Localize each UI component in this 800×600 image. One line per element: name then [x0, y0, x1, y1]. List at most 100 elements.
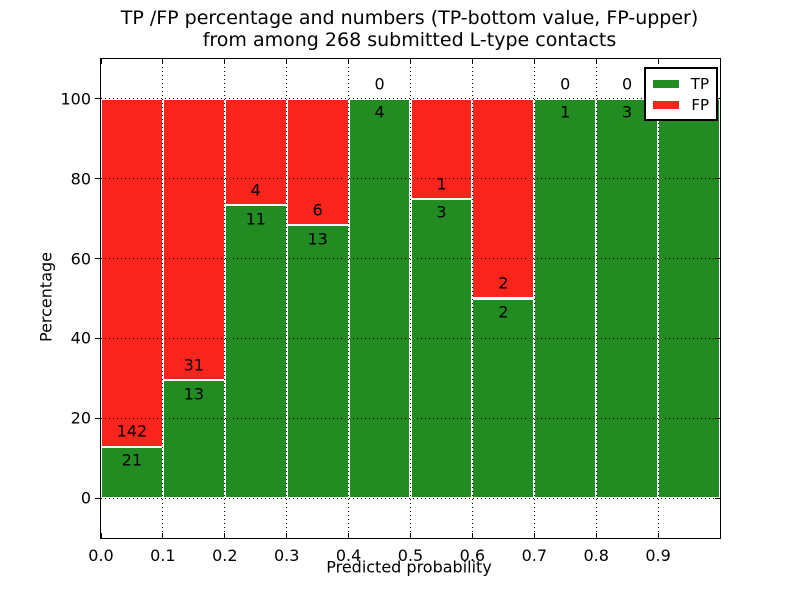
grid-layer — [101, 59, 720, 538]
chart-title: TP /FP percentage and numbers (TP-bottom… — [100, 7, 719, 51]
bar-segment-fp — [286, 98, 349, 225]
fp-count-label: 1 — [436, 174, 447, 194]
gridline-vertical — [533, 59, 535, 538]
y-tick-left — [95, 98, 101, 100]
x-tick-top — [657, 59, 659, 64]
gridline-vertical — [162, 59, 164, 538]
tp-count-label: 2 — [498, 302, 509, 322]
y-tick-label: 40 — [70, 328, 91, 348]
legend: TP FP — [644, 67, 718, 121]
tp-count-label: 21 — [121, 450, 143, 470]
chart-title-line-2: from among 268 submitted L-type contacts — [202, 29, 617, 51]
tp-count-label: 4 — [374, 102, 385, 122]
y-tick-left — [95, 337, 101, 339]
y-axis-label: Percentage — [36, 251, 56, 343]
gridline-vertical — [224, 59, 226, 538]
bar-segment-tp — [472, 298, 535, 499]
fp-color-swatch — [653, 100, 679, 109]
x-tick-bottom — [595, 533, 597, 538]
x-tick-top — [595, 59, 597, 64]
bar-segment-tp — [410, 198, 473, 499]
chart-title-line-1: TP /FP percentage and numbers (TP-bottom… — [120, 7, 699, 29]
x-tick-top — [100, 59, 102, 64]
gridline-vertical — [286, 59, 288, 538]
x-tick-label: 0.9 — [645, 546, 671, 565]
fp-count-label: 31 — [183, 355, 205, 375]
x-axis-label: Predicted probability — [326, 557, 492, 577]
y-tick-right — [715, 178, 720, 180]
bar-segment-tp — [286, 224, 349, 499]
tp-color-swatch — [653, 79, 679, 88]
bars-layer — [101, 59, 720, 538]
x-tick-label: 0.0 — [88, 546, 114, 565]
y-tick-label: 20 — [70, 408, 91, 428]
fp-count-label: 142 — [116, 421, 148, 441]
y-tick-right — [715, 337, 720, 339]
tp-count-label: 13 — [307, 229, 328, 249]
x-tick-bottom — [100, 533, 102, 538]
x-tick-bottom — [410, 533, 411, 538]
x-tick-top — [410, 59, 411, 64]
y-tick-right — [715, 497, 720, 499]
x-tick-top — [224, 59, 226, 64]
bar-segment-fp — [101, 98, 163, 447]
gridline-vertical — [348, 59, 350, 538]
x-tick-bottom — [471, 533, 473, 538]
fp-count-label: 4 — [250, 180, 261, 200]
x-tick-label: 0.6 — [459, 546, 486, 565]
y-tick-label: 100 — [60, 89, 91, 109]
fp-count-label: 6 — [312, 200, 323, 220]
bar-segment-tp — [534, 98, 597, 499]
bar-segment-fp — [410, 98, 473, 199]
plot-area: 0 20 40 60 80 100 0.0 0.1 0.2 0.3 0.4 0.5 0.6 0.7 0.8 0… — [60, 58, 721, 565]
x-tick-bottom — [162, 533, 164, 538]
x-tick-bottom — [224, 533, 226, 538]
x-tick-label: 0.7 — [521, 546, 548, 565]
tp-count-label: 1 — [560, 102, 571, 122]
legend-label-tp: TP — [690, 74, 709, 93]
gridline-vertical — [595, 59, 597, 538]
y-tick-label: 0 — [80, 488, 91, 508]
fp-count-label: 2 — [498, 273, 509, 293]
bar-segment-fp — [224, 98, 287, 206]
gridline-vertical — [471, 59, 473, 538]
x-tick-bottom — [286, 533, 288, 538]
x-tick-top — [162, 59, 164, 64]
x-tick-bottom — [657, 533, 659, 538]
tp-count-label: 3 — [436, 202, 447, 222]
bar-segment-tp — [658, 98, 720, 499]
legend-item-fp: FP — [653, 94, 709, 115]
legend-label-fp: FP — [691, 95, 709, 114]
tp-count-label: 11 — [245, 209, 266, 229]
x-tick-label: 0.5 — [397, 546, 424, 565]
y-tick-right — [715, 258, 720, 260]
bar-segment-tp — [224, 205, 287, 499]
x-tick-label: 0.8 — [583, 546, 609, 565]
x-tick-label: 0.3 — [273, 546, 300, 565]
x-tick-label: 0.2 — [212, 546, 238, 565]
x-tick-bottom — [533, 533, 535, 538]
y-tick-left — [95, 178, 101, 180]
y-tick-right — [715, 417, 720, 419]
gridline-vertical — [410, 59, 411, 538]
x-tick-bottom — [348, 533, 350, 538]
y-tick-left — [95, 417, 101, 419]
fp-count-label: 0 — [560, 74, 571, 94]
x-tick-top — [471, 59, 473, 64]
bar-segment-tp — [348, 98, 411, 499]
x-tick-top — [286, 59, 288, 64]
fp-count-label: 0 — [374, 74, 385, 94]
tp-count-label: 3 — [622, 102, 633, 122]
y-tick-label: 80 — [70, 169, 91, 189]
bar-segment-fp — [162, 98, 225, 381]
x-tick-label: 0.4 — [335, 546, 362, 565]
bar-segment-fp — [472, 98, 535, 299]
y-tick-left — [95, 258, 101, 260]
tp-count-label: 13 — [183, 384, 205, 404]
ticks-layer: 0 20 40 60 80 100 0.0 0.1 0.2 0.3 0.4 0.5 0.6 0.7 0.8 0… — [60, 59, 720, 565]
bar-segment-tp — [596, 98, 659, 499]
fp-count-label: 0 — [622, 74, 633, 94]
bar-segment-tp — [162, 380, 225, 499]
x-tick-label: 0.1 — [150, 546, 176, 565]
